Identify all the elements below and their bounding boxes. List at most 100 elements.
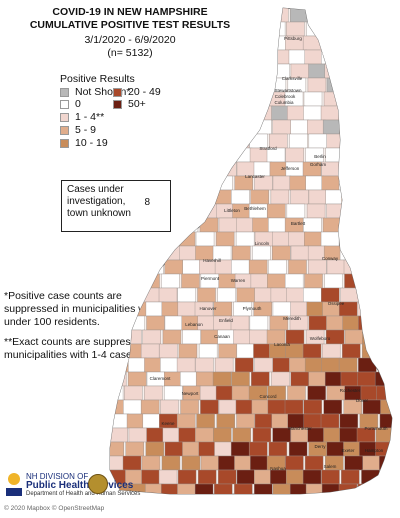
town-cell	[374, 189, 392, 205]
town-cell	[339, 105, 359, 121]
town-cell	[143, 203, 162, 219]
town-cell	[164, 133, 184, 149]
town-cell	[362, 329, 381, 345]
town-cell	[197, 469, 217, 485]
town-cell	[236, 287, 256, 303]
town-cell	[162, 427, 182, 443]
town-cell	[376, 77, 392, 93]
town-cell	[110, 203, 124, 219]
town-cell	[288, 441, 308, 457]
town-cell	[110, 441, 124, 457]
town-cell	[285, 455, 304, 471]
town-cell	[324, 371, 344, 387]
town-cell	[288, 231, 307, 247]
town-label: Haverhill	[203, 258, 221, 263]
town-cell	[321, 469, 340, 485]
town-cell	[375, 63, 392, 79]
town-cell	[143, 49, 163, 65]
town-cell	[124, 161, 144, 177]
town-cell	[248, 259, 268, 275]
town-label: Manchester	[288, 426, 312, 431]
town-cell	[158, 105, 178, 121]
town-cell	[218, 343, 237, 359]
town-cell	[164, 77, 183, 93]
town-cell	[339, 119, 358, 135]
town-cell	[235, 231, 255, 247]
town-cell	[128, 175, 147, 191]
town-cell	[342, 315, 361, 331]
town-cell	[110, 399, 126, 415]
legend-label: 0	[75, 98, 81, 110]
town-cell	[176, 49, 196, 65]
town-cell	[194, 483, 214, 494]
town-label: Nashua	[270, 466, 286, 471]
town-cell	[286, 287, 305, 303]
town-cell	[110, 35, 127, 51]
town-cell	[122, 147, 142, 163]
town-cell	[249, 329, 268, 345]
legend-item-5-9: 5 - 9	[60, 124, 96, 136]
town-cell	[123, 21, 142, 37]
town-cell	[338, 357, 358, 373]
town-cell	[285, 147, 304, 163]
town-cell	[162, 147, 181, 163]
town-labels: Pittsburg Clarksville StewartstownColebroo…	[150, 36, 388, 471]
town-cell	[123, 217, 142, 233]
town-cell	[360, 105, 379, 121]
town-cell	[356, 63, 376, 79]
town-cell	[304, 357, 324, 373]
town-cell	[362, 273, 382, 289]
legend-swatch	[113, 99, 122, 109]
town-cell	[215, 49, 234, 65]
town-cell	[307, 385, 326, 401]
town-cell	[145, 301, 165, 317]
town-cell	[308, 259, 327, 275]
town-cell	[214, 175, 233, 191]
town-cell	[308, 63, 327, 79]
town-cell	[271, 413, 291, 429]
town-cell	[379, 455, 392, 471]
town-cell	[126, 315, 145, 331]
town-cell	[267, 273, 286, 289]
town-cell	[323, 399, 342, 415]
town-cell	[179, 245, 198, 261]
town-cell	[270, 189, 290, 205]
town-cell	[308, 133, 328, 149]
town-cell	[142, 105, 161, 121]
town-cell	[214, 441, 233, 457]
legend-item-1-4: 1 - 4**	[60, 111, 104, 123]
title-line-2: CUMULATIVE POSITIVE TEST RESULTS	[29, 19, 231, 31]
title-line-1: COVID-19 IN NEW HAMPSHIRE	[52, 6, 208, 18]
town-label: Meredith	[283, 316, 301, 321]
town-cell	[110, 371, 127, 387]
town-cell	[160, 357, 179, 373]
town-cell	[326, 133, 345, 149]
town-cell	[338, 483, 358, 494]
town-cell	[303, 287, 322, 303]
town-cell	[344, 455, 363, 471]
town-cell	[217, 147, 237, 163]
town-cell	[200, 399, 219, 415]
town-label: Plymouth	[243, 306, 262, 311]
town-label: Pittsburg	[284, 36, 302, 41]
legend-item-20-49: 20 - 49	[113, 86, 161, 98]
town-cell	[182, 133, 201, 149]
town-cell	[272, 301, 292, 317]
town-cell	[177, 175, 196, 191]
town-cell	[110, 77, 124, 93]
town-cell	[358, 49, 377, 65]
cases-box-label: Cases under investigation, town unknown	[67, 184, 131, 219]
town-cell	[158, 469, 178, 485]
town-cell	[195, 63, 215, 79]
town-cell	[177, 469, 197, 485]
town-cell	[200, 91, 219, 107]
town-cell	[196, 105, 216, 121]
town-cell	[378, 357, 392, 373]
town-cell	[254, 413, 274, 429]
town-cell	[123, 399, 142, 415]
dhhs-logo-icon	[6, 473, 22, 496]
town-cell	[322, 119, 342, 135]
town-cell	[230, 315, 250, 331]
town-cell	[215, 385, 235, 401]
town-cell	[252, 217, 271, 233]
